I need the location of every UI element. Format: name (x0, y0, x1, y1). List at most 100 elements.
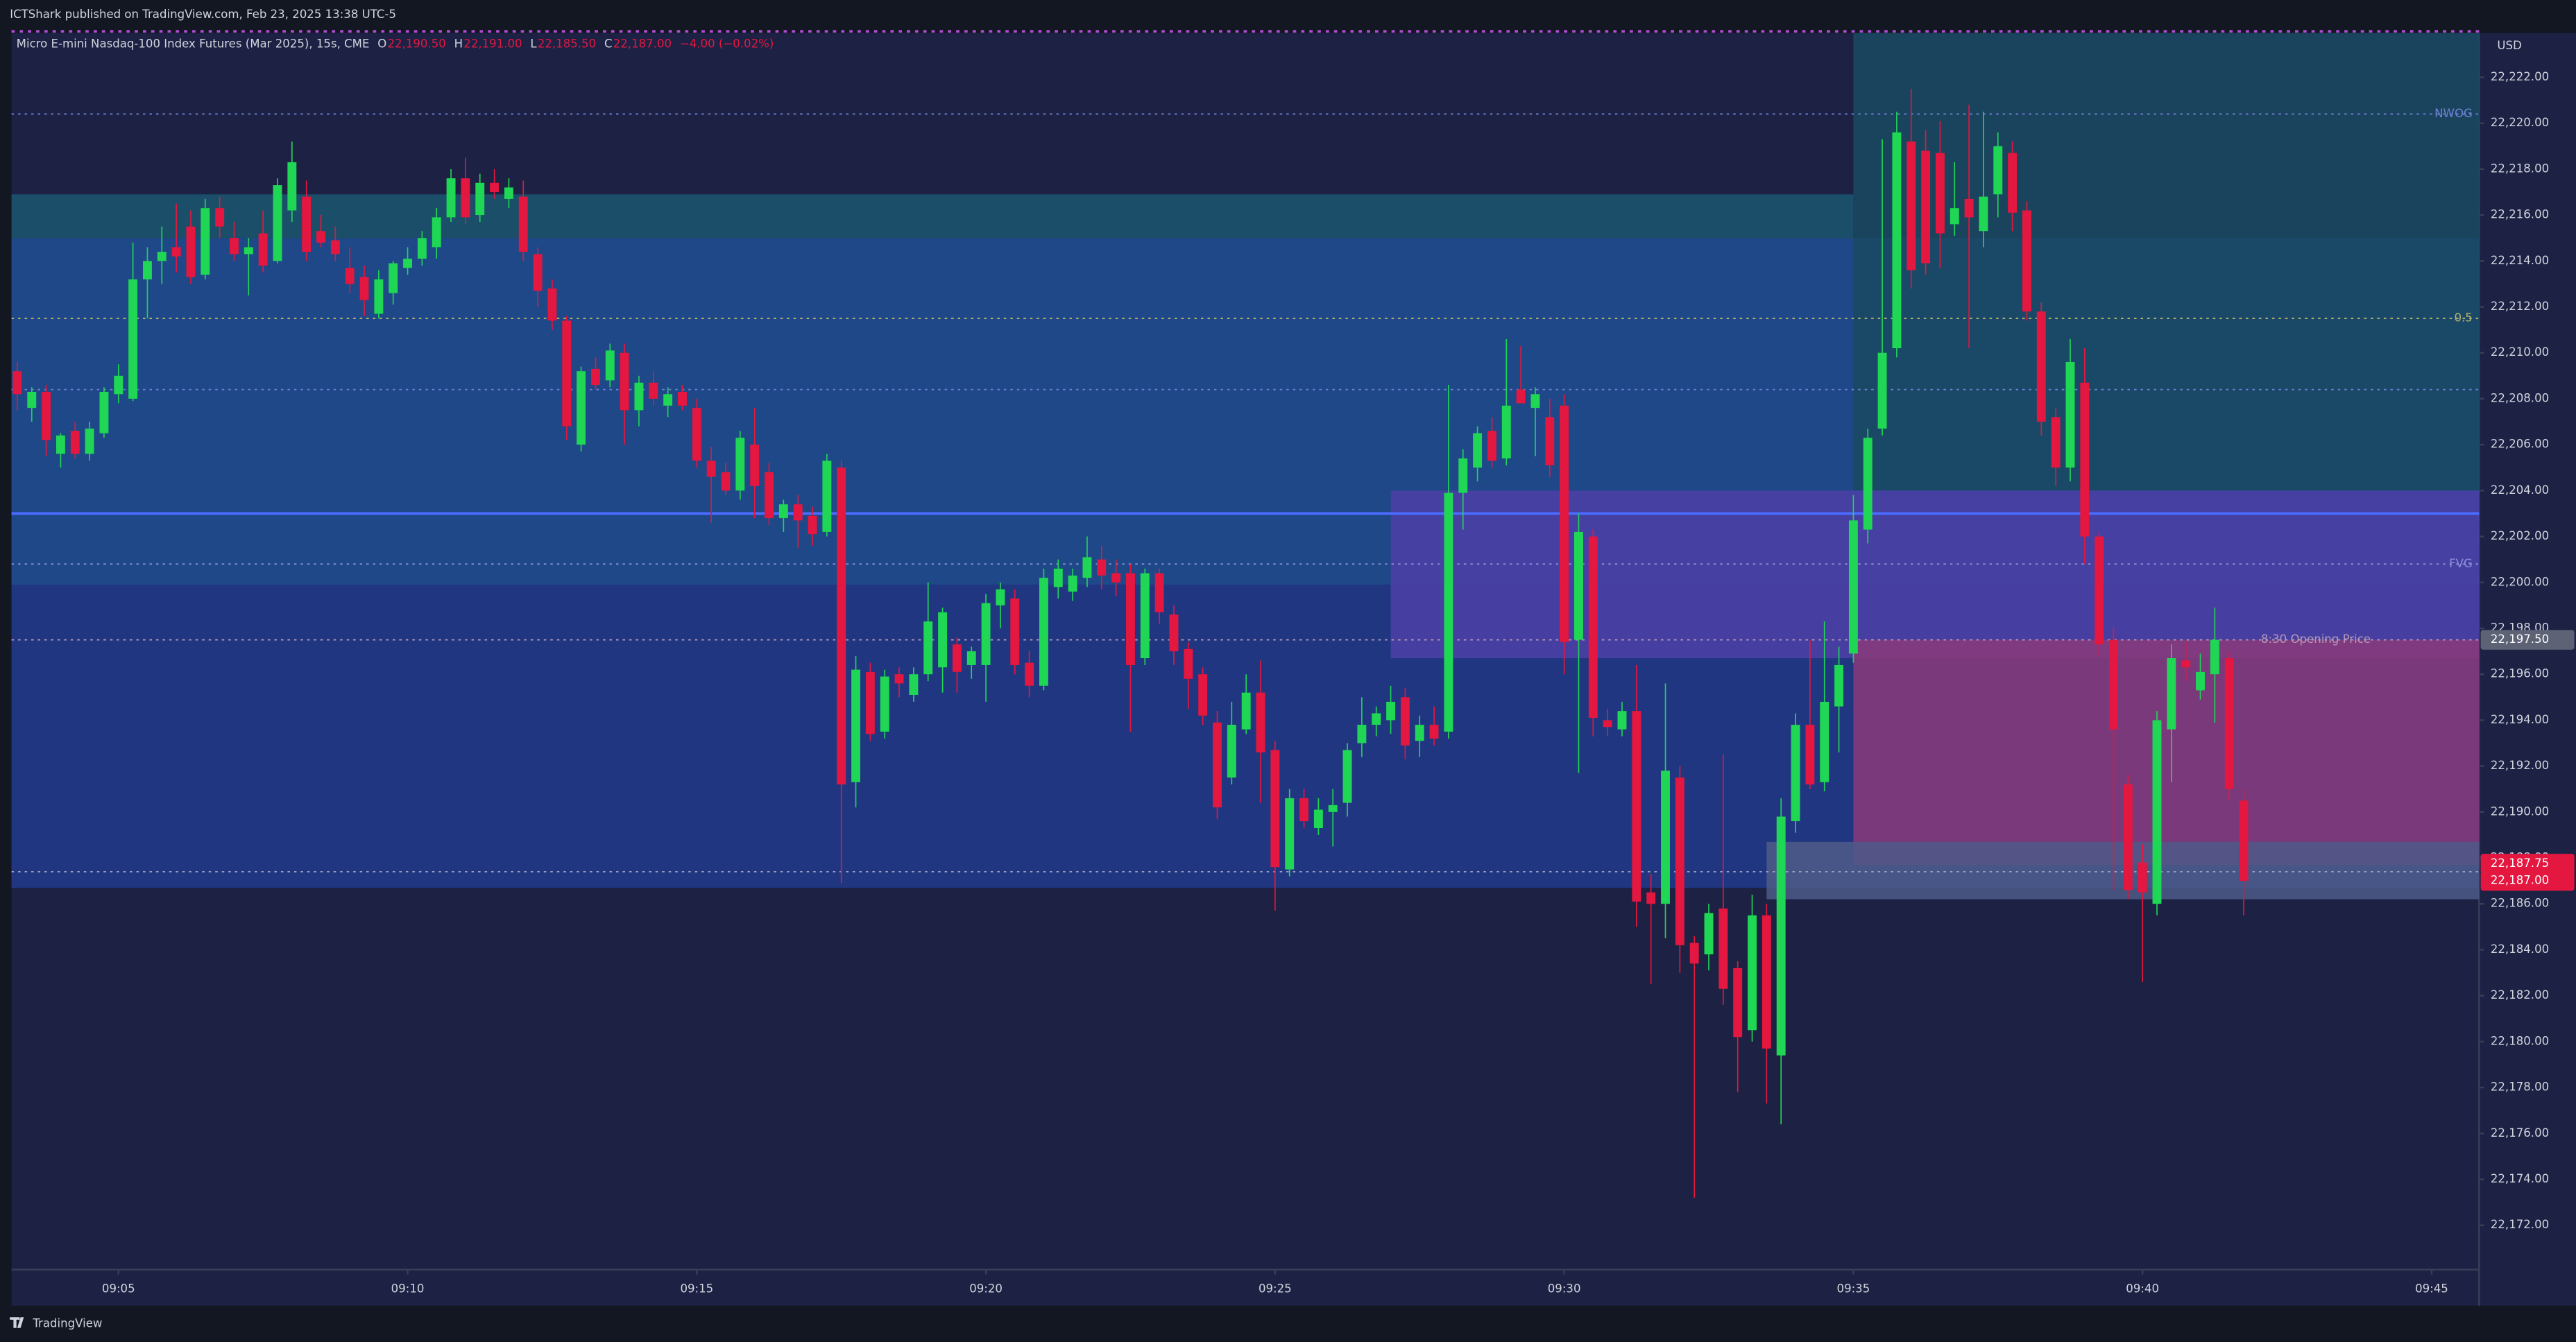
legend-value: 22,185.50 (538, 37, 596, 51)
candle-body (1863, 438, 1873, 530)
candle-body (171, 247, 181, 257)
y-tick-label: 22,190.00 (2491, 805, 2549, 818)
candle-body (837, 467, 846, 785)
candle-body (230, 238, 239, 255)
price-badge (2480, 630, 2575, 650)
y-tick-label: 22,178.00 (2491, 1081, 2549, 1094)
candle-body (2008, 153, 2018, 213)
candle-body (923, 621, 933, 675)
candle-body (1733, 967, 1743, 1038)
candle-body (1010, 598, 1020, 665)
price-axis (2479, 33, 2576, 1306)
candle-body (1776, 816, 1786, 1056)
y-tick-label: 22,200.00 (2491, 575, 2549, 588)
candle-body (2080, 382, 2090, 537)
x-tick-label: 09:35 (1837, 1282, 1870, 1296)
x-tick-label: 09:05 (102, 1282, 135, 1296)
y-tick-label: 22,204.00 (2491, 483, 2549, 497)
candle-body (1675, 777, 1684, 945)
candle-body (157, 252, 167, 261)
candle-body (330, 240, 340, 255)
candle-body (822, 461, 832, 532)
candle-body (27, 391, 37, 408)
candle-body (273, 185, 282, 261)
candle-body (1270, 750, 1280, 868)
candle-body (1386, 701, 1396, 721)
x-tick-label: 09:30 (1548, 1282, 1581, 1296)
candle-body (1718, 908, 1728, 989)
candle-body (793, 504, 803, 521)
candle-body (1285, 798, 1295, 870)
candle-body (374, 279, 384, 314)
candle-body (562, 320, 572, 427)
candle-body (518, 196, 528, 252)
candle-body (359, 277, 369, 300)
candle-body (1805, 725, 1815, 785)
y-tick-label: 22,184.00 (2491, 943, 2549, 956)
candle-body (865, 671, 875, 734)
candle-body (1892, 132, 1902, 349)
y-tick-label: 22,210.00 (2491, 345, 2549, 359)
candle-body (1082, 557, 1092, 578)
candle-body (1487, 431, 1496, 461)
candle-body (1791, 725, 1800, 822)
legend-key: H (454, 37, 463, 51)
candle-body (2239, 800, 2249, 881)
candle-body (2065, 361, 2075, 468)
candle-body (490, 182, 500, 192)
candle-body (56, 435, 65, 454)
candle-body (1372, 713, 1381, 725)
candle-body (1993, 146, 2003, 195)
y-tick-label: 22,182.00 (2491, 988, 2549, 1001)
candle-body (142, 261, 152, 279)
candle-body (432, 217, 441, 248)
candle-body (1198, 674, 1208, 716)
x-tick-label: 09:10 (391, 1282, 425, 1296)
tv-logo (10, 1317, 24, 1328)
candle-body (1299, 798, 1308, 822)
candle-body (735, 438, 745, 491)
candle-body (692, 408, 701, 461)
candle-body (1097, 559, 1107, 576)
candle-body (244, 247, 253, 255)
candle-body (1357, 725, 1367, 743)
candle-body (952, 644, 962, 672)
candle-body (808, 515, 817, 535)
x-tick-label: 09:20 (969, 1282, 1003, 1296)
level-label: 8:30 Opening Price (2261, 633, 2371, 646)
y-tick-label: 22,220.00 (2491, 116, 2549, 129)
y-tick-label: 22,216.00 (2491, 208, 2549, 221)
level-label: NWOG (2434, 107, 2473, 120)
y-tick-label: 22,214.00 (2491, 254, 2549, 267)
candle-body (1025, 662, 1034, 686)
candle-body (302, 196, 312, 252)
candle-body (2152, 720, 2162, 904)
candle-body (1516, 389, 1526, 404)
candle-body (1530, 394, 1540, 408)
candle-body (446, 178, 456, 218)
candle-body (678, 391, 687, 406)
candle-body (2138, 862, 2147, 893)
candle-body (215, 208, 225, 227)
candle-body (2196, 671, 2205, 691)
candle-body (1921, 150, 1931, 264)
candle-body (1689, 943, 1699, 964)
y-tick-label: 22,208.00 (2491, 391, 2549, 404)
candle-body (1039, 578, 1048, 686)
candle-body (649, 382, 658, 399)
candle-body (1169, 614, 1179, 652)
candle-body (12, 371, 22, 395)
legend-key: L (530, 37, 537, 51)
candle-body (1848, 520, 1858, 654)
y-tick-label: 22,194.00 (2491, 713, 2549, 726)
candle-body (605, 350, 615, 381)
y-tick-label: 22,222.00 (2491, 70, 2549, 83)
candle-body (1111, 573, 1121, 583)
y-tick-label: 22,174.00 (2491, 1172, 2549, 1185)
candle-body (1574, 531, 1583, 640)
candle-body (1632, 711, 1641, 902)
y-tick-label: 22,192.00 (2491, 759, 2549, 772)
candle-body (1762, 915, 1771, 1049)
candle-body (2167, 658, 2176, 730)
